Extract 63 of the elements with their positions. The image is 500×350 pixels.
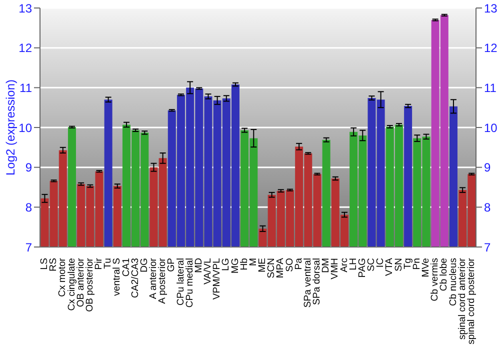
x-tick-label: PAG bbox=[356, 258, 368, 278]
x-tick-label: VPM/VPL bbox=[212, 257, 223, 300]
x-tick-label: VMH bbox=[330, 258, 341, 280]
y-tick-label: 8 bbox=[25, 200, 32, 214]
x-tick-label: DM bbox=[320, 258, 332, 273]
x-tick-label: RS bbox=[48, 258, 60, 272]
x-tick-label: Cb nucleus bbox=[448, 258, 459, 306]
y2-tick-label: 13 bbox=[484, 1, 498, 16]
x-tick-label: VTA bbox=[384, 257, 396, 276]
x-tick-label: CPu medial bbox=[184, 258, 196, 308]
y2-tick-label: 8 bbox=[484, 200, 491, 214]
x-tick-label: MG bbox=[230, 258, 241, 274]
y-tick-label: 10 bbox=[18, 120, 32, 135]
x-tick-label: Cx cingulate bbox=[66, 258, 78, 311]
x-tick-label: LH bbox=[348, 258, 359, 270]
x-tick-label: Pa bbox=[293, 257, 304, 270]
x-tick-label: Cb vermis bbox=[430, 258, 441, 302]
x-tick-label: A anterior bbox=[148, 257, 160, 300]
y-tick-label: 7 bbox=[25, 240, 32, 254]
x-tick-label: DG bbox=[138, 258, 150, 272]
x-tick-label: M bbox=[248, 258, 259, 266]
x-tick-label: CPu lateral bbox=[175, 258, 186, 306]
x-tick-label: OB anterior bbox=[75, 257, 86, 308]
x-tick-label: ME bbox=[257, 258, 268, 272]
x-tick-label: CA2/CA3 bbox=[130, 258, 141, 298]
x-tick-label: Arc bbox=[338, 258, 350, 272]
x-tick-label: GP bbox=[166, 258, 178, 272]
x-tick-label: MPA bbox=[275, 257, 286, 278]
x-tick-label: SC bbox=[366, 258, 378, 272]
y2-tick-label: 9 bbox=[484, 160, 491, 175]
y2-tick-label: 11 bbox=[484, 80, 497, 95]
x-tick-label: Pn bbox=[411, 258, 422, 270]
x-tick-label: SO bbox=[284, 258, 296, 272]
x-tick-label: LS bbox=[39, 258, 50, 270]
x-tick-label: IC bbox=[375, 258, 386, 268]
y-tick-label: 13 bbox=[18, 1, 32, 16]
x-tick-label: Cb lobe bbox=[438, 258, 450, 292]
x-tick-label: Hb bbox=[238, 258, 250, 270]
x-tick-label: SPa ventral bbox=[302, 258, 314, 308]
y-tick-label: 9 bbox=[25, 160, 32, 175]
x-tick-label: MVe bbox=[420, 258, 432, 278]
y-axis-title: Log2 (expression) bbox=[3, 79, 18, 176]
x-tick-label: VA/VL bbox=[202, 257, 214, 284]
x-tick-label: ventral S bbox=[112, 258, 123, 296]
x-tick-label: Cx motor bbox=[57, 257, 68, 297]
y-tick-label: 11 bbox=[20, 80, 32, 95]
x-tick-label: OB posterior bbox=[84, 257, 96, 312]
x-tick-label: Pir bbox=[94, 257, 105, 270]
y2-tick-label: 10 bbox=[484, 120, 498, 135]
x-tick-label: Tg bbox=[402, 258, 414, 270]
x-tick-label: CA1 bbox=[120, 258, 132, 277]
y2-tick-label: 7 bbox=[484, 240, 491, 254]
x-tick-label: spinal cord posterior bbox=[466, 257, 477, 344]
y-tick-label: 12 bbox=[18, 41, 32, 56]
x-tick-label: spinal cord anterior bbox=[456, 257, 468, 340]
x-tick-label: Tu bbox=[102, 258, 114, 269]
x-tick-label: MD bbox=[193, 258, 204, 273]
x-tick-label: A posterior bbox=[157, 257, 168, 304]
x-tick-label: LG bbox=[220, 258, 232, 271]
x-tick-label: SN bbox=[393, 258, 404, 272]
y2-tick-label: 12 bbox=[484, 41, 498, 56]
x-tick-label: SCN bbox=[266, 258, 278, 278]
x-tick-label: SPa dorsal bbox=[312, 258, 323, 305]
